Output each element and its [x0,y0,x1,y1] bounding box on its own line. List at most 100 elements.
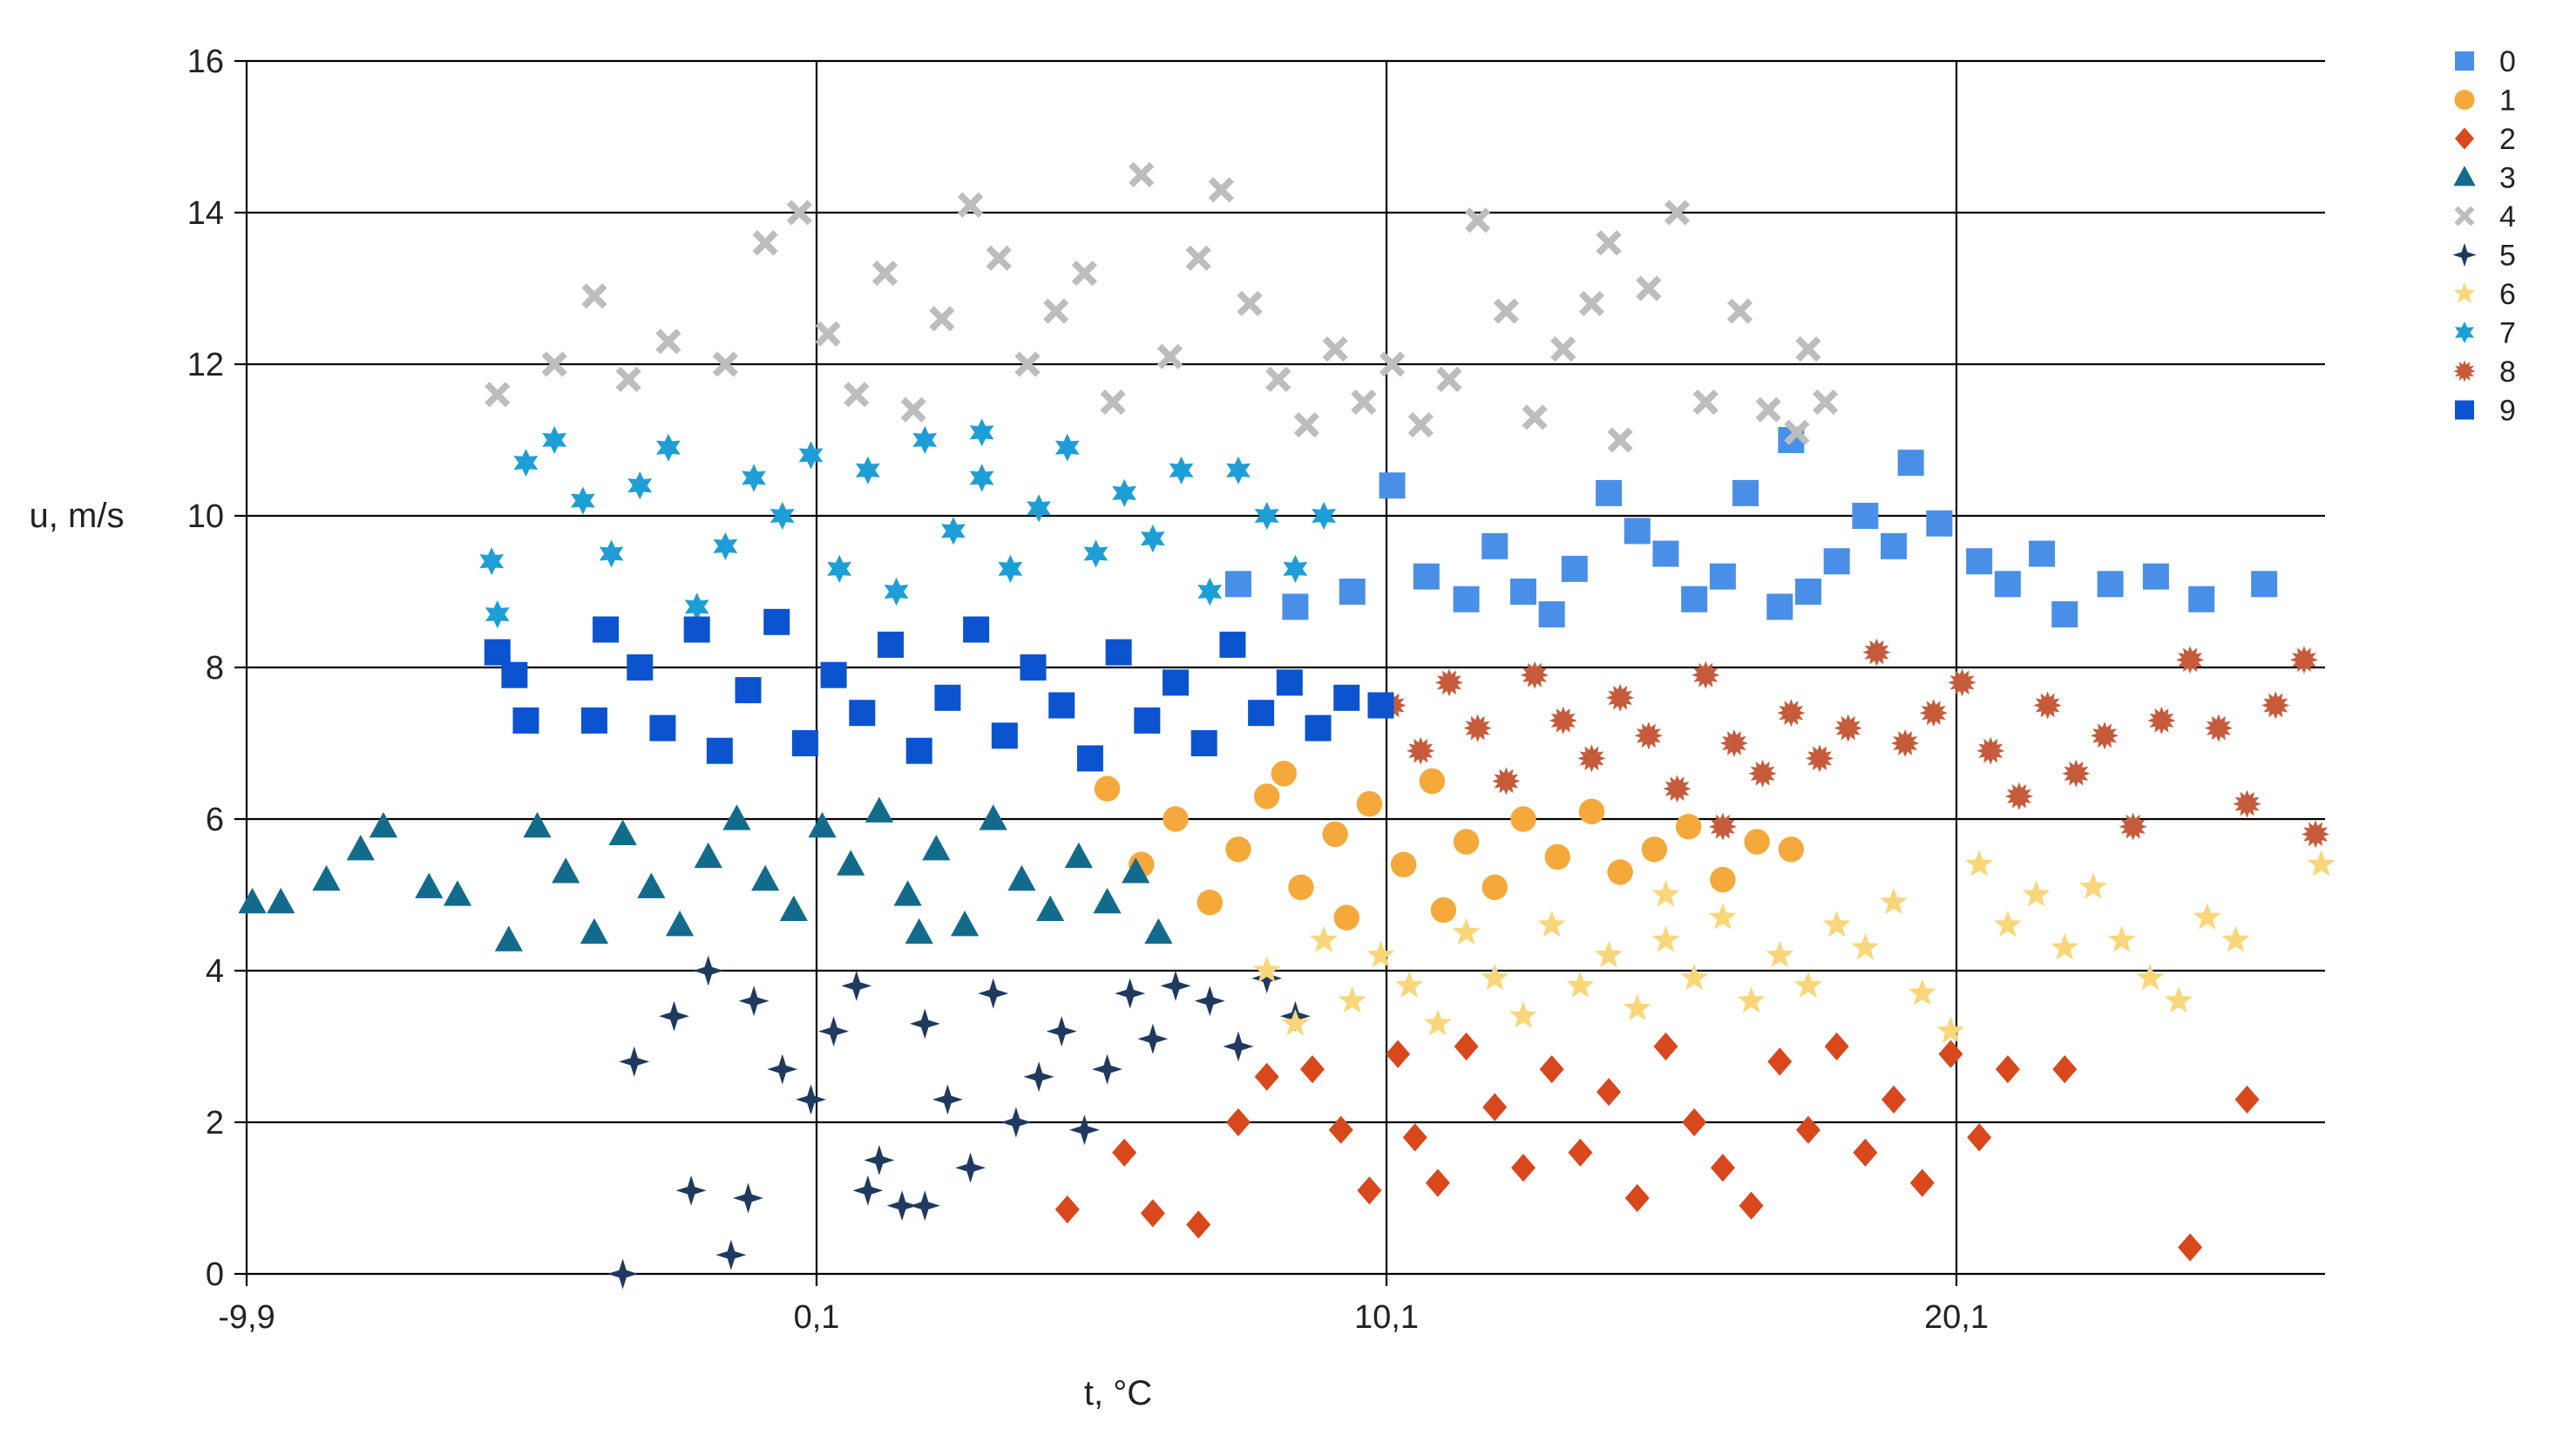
series-1 [1094,761,1805,931]
data-point [1994,571,2021,598]
data-point [1137,1023,1169,1054]
data-point [986,245,1012,271]
data-point [1739,1191,1764,1220]
data-point [619,1046,650,1077]
data-point [693,955,724,986]
data-point [1197,577,1223,606]
data-point [665,911,695,937]
data-point [1822,911,1851,938]
data-point [1453,586,1480,613]
data-point [1663,775,1692,803]
series-2 [1054,1032,2260,1262]
data-point [1522,404,1548,430]
x-tick-label: -9,9 [218,1299,275,1336]
series-6 [1252,850,2336,1044]
data-point [1000,1107,1032,1138]
data-point [1664,200,1691,226]
data-point [1367,692,1394,719]
data-point [1651,880,1680,907]
legend-label: 8 [2499,356,2516,389]
legend-marker [2455,127,2474,150]
data-point [1185,245,1211,271]
series-3 [238,796,1173,951]
x-tick-label: 10,1 [1354,1299,1419,1336]
data-point [1853,1138,1878,1167]
data-point [1651,925,1680,952]
data-point [369,811,398,838]
data-point [1407,411,1434,438]
legend-marker [2453,281,2476,303]
data-point [1784,419,1810,445]
data-point [1254,501,1279,531]
data-point [1068,1114,1100,1146]
data-point [1064,842,1093,869]
data-point [752,230,778,256]
data-point [1578,798,1605,824]
legend-label: 6 [2499,278,2516,311]
data-point [1454,1032,1479,1061]
data-point [1338,986,1366,1013]
data-point [1577,744,1606,773]
data-point [484,639,511,666]
data-point [1390,851,1417,877]
data-point [1482,1093,1508,1121]
legend-item: 0 [2455,45,2516,78]
data-point [841,970,872,1001]
data-point [1282,593,1309,620]
data-point [770,501,795,531]
legend-item: 2 [2455,123,2516,156]
data-point [1156,343,1183,369]
data-point [955,1152,986,1183]
data-point [1967,1123,1992,1152]
data-point [1520,660,1549,689]
data-point [1597,1078,1622,1107]
data-point [2079,872,2107,899]
data-point [1248,700,1275,727]
data-point [2221,925,2250,952]
x-axis-label: t, °C [1084,1374,1152,1412]
data-point [238,887,267,914]
data-point [909,1008,940,1040]
data-point [1748,759,1777,788]
data-point [1509,1001,1537,1028]
legend-label: 7 [2499,317,2516,350]
y-tick-label: 12 [187,347,224,383]
legend: 0 1 2 3 4 5 6 7 8 9 [2452,45,2516,428]
data-point [479,547,505,576]
data-point [1140,525,1165,553]
data-point [767,1053,798,1085]
data-point [1538,601,1565,628]
data-point [929,306,955,332]
data-point [779,895,808,921]
data-point [837,850,865,876]
data-point [1737,986,1766,1013]
y-tick-label: 0 [206,1256,224,1293]
data-point [1071,260,1098,287]
data-point [1105,639,1132,666]
data-point [1834,714,1862,742]
data-points [238,161,2336,1290]
data-point [1419,768,1446,795]
data-point [1824,1032,1849,1061]
legend-item: 1 [2454,85,2516,118]
data-point [1112,1138,1137,1167]
data-point [786,200,813,226]
data-point [2004,782,2033,810]
data-point [1682,1107,1707,1137]
data-point [735,677,762,704]
data-point [1351,389,1377,416]
series-9 [484,608,1394,772]
data-point [715,1239,747,1270]
data-point [513,449,539,477]
data-point [1083,539,1109,568]
data-point [1493,298,1519,324]
data-point [815,321,841,347]
data-point [1043,298,1069,324]
data-point [1795,335,1821,362]
data-point [1595,940,1623,968]
data-point [1566,971,1595,998]
data-point [694,842,722,869]
data-point [1881,532,1908,559]
data-point [1680,963,1709,991]
data-point [1481,532,1509,559]
